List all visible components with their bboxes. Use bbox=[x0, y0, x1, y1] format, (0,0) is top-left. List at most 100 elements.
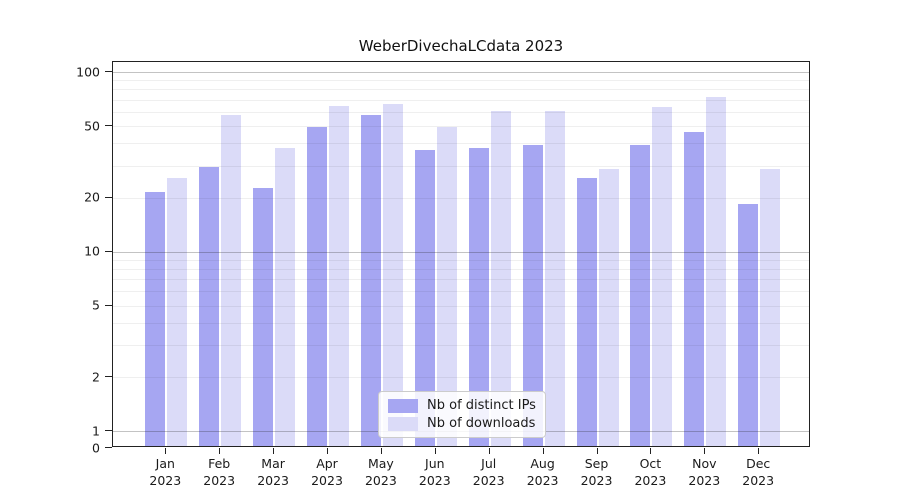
major-gridline bbox=[113, 251, 809, 253]
y-tick-label: 5 bbox=[92, 297, 100, 313]
x-tick-label: Oct 2023 bbox=[615, 455, 685, 489]
y-tick-label: 20 bbox=[84, 189, 100, 205]
bar-distinct-ips-apr bbox=[307, 127, 327, 446]
x-tick-year: 2023 bbox=[742, 473, 775, 488]
bar-downloads-nov bbox=[706, 96, 727, 446]
y-tick-label: 50 bbox=[84, 118, 100, 133]
bar-distinct-ips-dec bbox=[738, 203, 759, 446]
legend-label-downloads: Nb of downloads bbox=[427, 416, 536, 431]
y-tick-label: 2 bbox=[92, 369, 100, 384]
minor-gridline bbox=[113, 143, 809, 145]
bar-downloads-jun bbox=[436, 127, 457, 446]
y-tick-mark bbox=[105, 430, 112, 431]
bar-downloads-oct bbox=[652, 107, 673, 446]
y-tick-mark bbox=[105, 125, 112, 126]
x-tick-mark bbox=[704, 448, 706, 454]
x-tick-year: 2023 bbox=[418, 473, 451, 488]
legend-swatch-downloads bbox=[388, 416, 418, 431]
y-tick-label: 1 bbox=[92, 423, 100, 438]
minor-gridline bbox=[113, 99, 809, 101]
x-tick-mark bbox=[327, 448, 328, 454]
x-tick-mark bbox=[380, 448, 382, 454]
y-tick-mark bbox=[105, 376, 112, 377]
bar-downloads-may bbox=[382, 103, 403, 446]
bar-distinct-ips-jul bbox=[468, 147, 489, 446]
bar-distinct-ips-mar bbox=[253, 188, 274, 446]
minor-gridline bbox=[113, 291, 809, 293]
minor-gridline bbox=[113, 80, 809, 82]
x-tick-mark bbox=[219, 448, 221, 454]
x-tick-mark bbox=[273, 448, 275, 454]
x-tick-month: Oct bbox=[639, 456, 662, 471]
x-tick-month: Apr bbox=[316, 456, 338, 471]
bar-distinct-ips-feb bbox=[199, 166, 220, 446]
minor-gridline bbox=[113, 377, 809, 378]
minor-gridline bbox=[113, 259, 809, 261]
x-tick-month: Jan bbox=[155, 456, 175, 471]
bar-distinct-ips-jun bbox=[414, 149, 435, 446]
x-tick-mark bbox=[488, 448, 490, 454]
x-tick-label: Mar 2023 bbox=[238, 455, 308, 489]
bar-distinct-ips-jan bbox=[145, 191, 166, 446]
bar-downloads-dec bbox=[760, 169, 781, 446]
x-tick-year: 2023 bbox=[257, 473, 289, 488]
y-tick-mark bbox=[105, 447, 112, 448]
plot-area bbox=[112, 61, 810, 447]
x-tick-mark bbox=[758, 448, 760, 454]
x-tick-year: 2023 bbox=[634, 473, 667, 488]
minor-gridline bbox=[113, 345, 809, 347]
x-tick-year: 2023 bbox=[364, 473, 397, 488]
bar-downloads-apr bbox=[329, 106, 349, 446]
minor-gridline bbox=[113, 305, 809, 307]
x-tick-year: 2023 bbox=[203, 473, 236, 488]
x-tick-label: Jul 2023 bbox=[454, 455, 524, 489]
bar-downloads-mar bbox=[275, 147, 296, 446]
minor-gridline bbox=[113, 268, 809, 270]
major-gridline bbox=[113, 72, 809, 73]
x-tick-month: Jul bbox=[481, 456, 497, 471]
bar-distinct-ips-nov bbox=[684, 132, 705, 446]
bar-downloads-feb bbox=[221, 115, 242, 446]
x-tick-month: Mar bbox=[261, 456, 285, 471]
bar-distinct-ips-oct bbox=[630, 145, 651, 446]
x-tick-year: 2023 bbox=[472, 473, 505, 488]
minor-gridline bbox=[113, 111, 809, 113]
legend-label-distinct-ips: Nb of distinct IPs bbox=[427, 398, 536, 413]
x-tick-label: Sep 2023 bbox=[562, 455, 632, 489]
x-tick-year: 2023 bbox=[149, 473, 182, 488]
y-tick-label: 10 bbox=[84, 243, 100, 259]
minor-gridline bbox=[113, 279, 809, 281]
y-tick-mark bbox=[105, 71, 112, 72]
x-tick-year: 2023 bbox=[526, 473, 559, 488]
minor-gridline bbox=[113, 322, 809, 324]
x-tick-mark bbox=[596, 448, 598, 454]
bar-distinct-ips-aug bbox=[522, 145, 543, 446]
x-tick-label: Aug 2023 bbox=[508, 455, 578, 489]
legend-entry-distinct-ips: Nb of distinct IPs bbox=[388, 398, 537, 413]
bar-distinct-ips-may bbox=[360, 115, 381, 446]
minor-gridline bbox=[113, 197, 809, 199]
x-tick-label: Jan 2023 bbox=[130, 455, 200, 489]
x-tick-month: Feb bbox=[208, 456, 231, 471]
x-tick-label: Apr 2023 bbox=[292, 455, 362, 489]
y-tick-mark bbox=[105, 304, 112, 306]
y-tick-label: 100 bbox=[76, 64, 100, 79]
x-tick-mark bbox=[650, 448, 652, 454]
x-tick-month: Aug bbox=[530, 456, 555, 471]
bar-downloads-jul bbox=[490, 111, 511, 446]
minor-gridline bbox=[113, 89, 809, 91]
chart-title: WeberDivechaLCdata 2023 bbox=[358, 37, 564, 55]
x-tick-month: Sep bbox=[584, 456, 609, 471]
bar-distinct-ips-sep bbox=[576, 178, 597, 446]
x-tick-year: 2023 bbox=[688, 473, 721, 488]
bar-downloads-sep bbox=[598, 169, 619, 446]
x-tick-year: 2023 bbox=[311, 473, 343, 488]
legend-entry-downloads: Nb of downloads bbox=[388, 416, 537, 431]
bar-downloads-aug bbox=[544, 111, 565, 446]
x-tick-label: Feb 2023 bbox=[184, 455, 254, 489]
y-tick-mark bbox=[105, 250, 112, 252]
x-tick-month: Jun bbox=[425, 456, 445, 471]
x-tick-mark bbox=[165, 448, 167, 454]
x-tick-month: May bbox=[367, 456, 394, 471]
